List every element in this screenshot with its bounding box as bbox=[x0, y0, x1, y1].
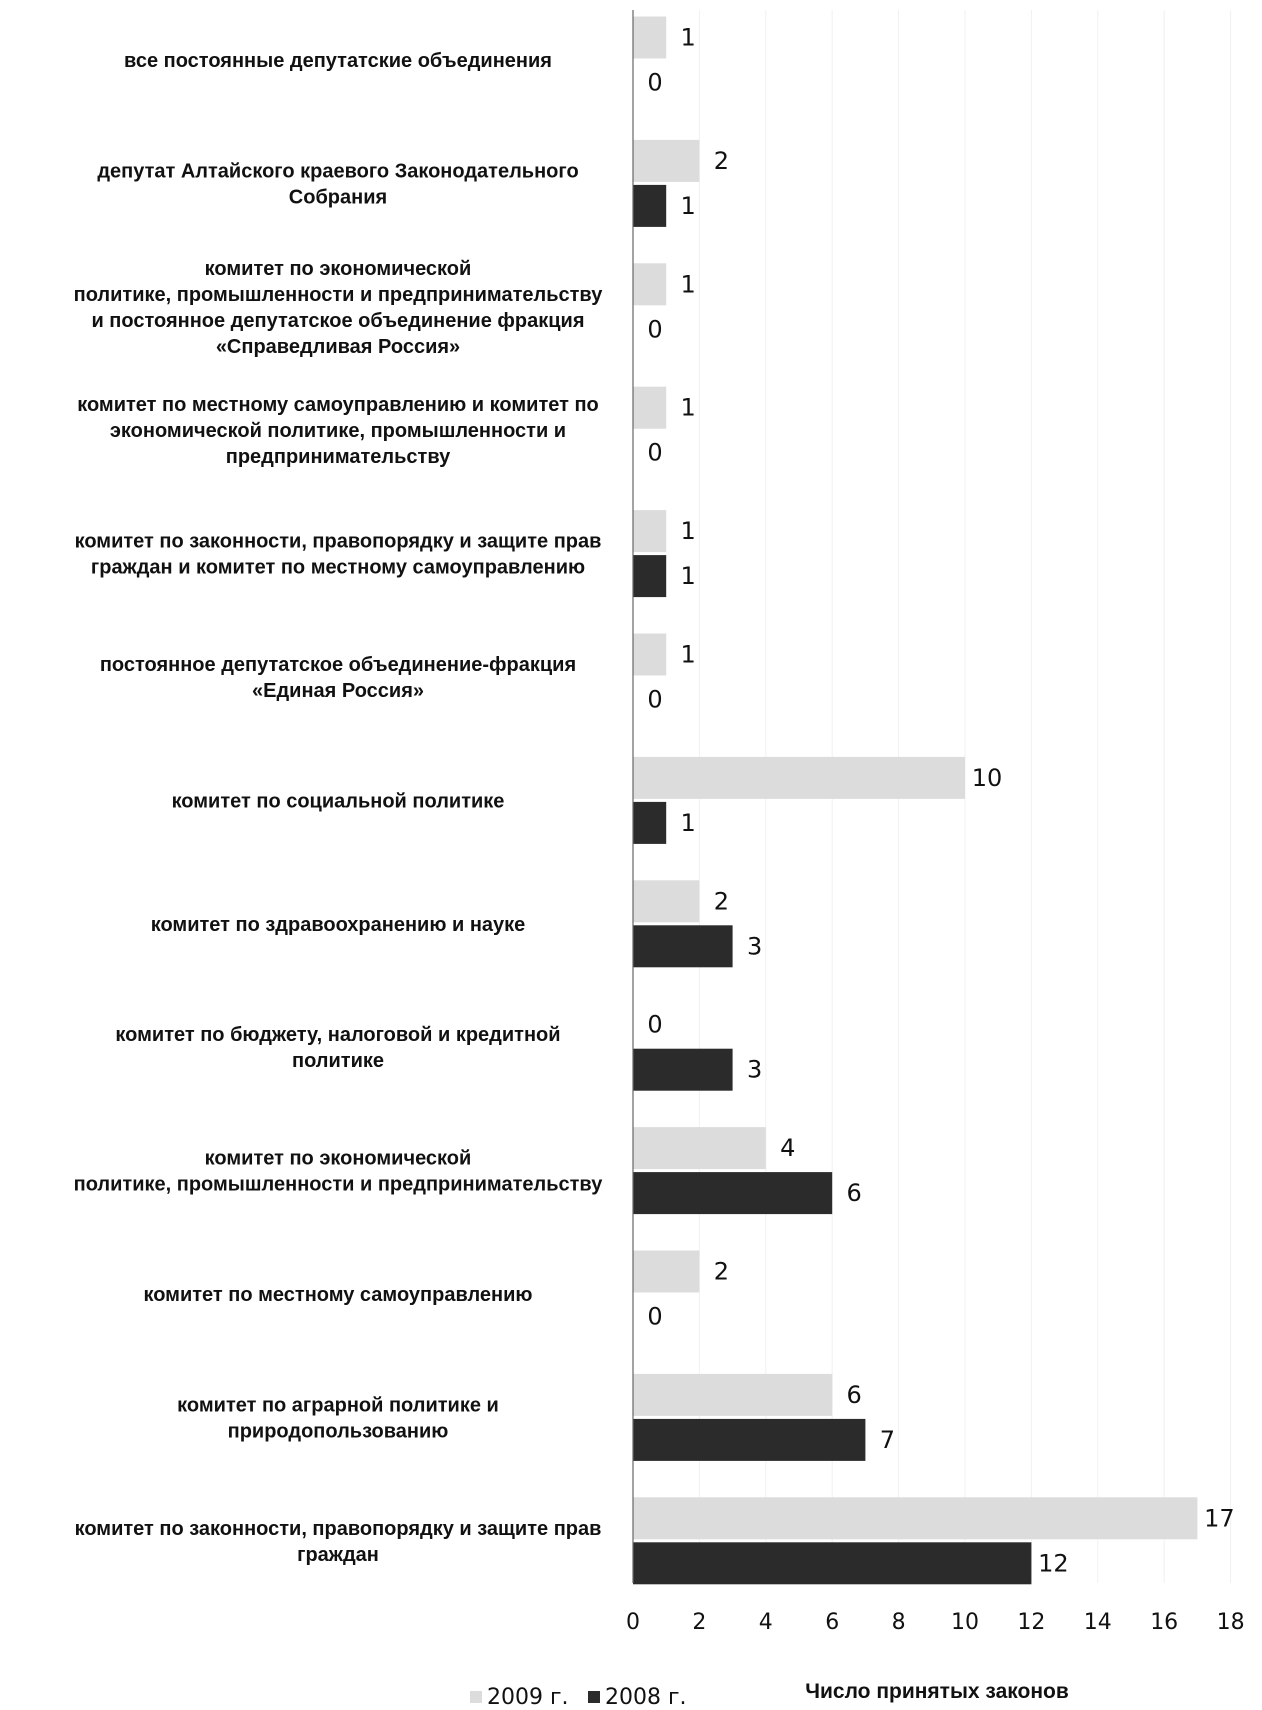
data-label: 1 bbox=[681, 809, 696, 837]
category-label: «Единая Россия» bbox=[252, 680, 424, 702]
data-label: 2 bbox=[714, 147, 729, 175]
data-label: 6 bbox=[847, 1179, 862, 1207]
bar-2008 bbox=[633, 555, 667, 598]
category-label: политике, промышленности и предпринимате… bbox=[74, 284, 604, 306]
category-label: природопользованию bbox=[228, 1420, 449, 1442]
data-label: 0 bbox=[647, 69, 662, 97]
x-tick-label: 12 bbox=[1017, 1610, 1045, 1635]
bar-2009 bbox=[633, 139, 700, 182]
data-label: 10 bbox=[972, 764, 1003, 792]
bar-2009 bbox=[633, 510, 667, 553]
category-label: комитет по законности, правопорядку и за… bbox=[75, 1518, 602, 1540]
x-tick-label: 16 bbox=[1150, 1610, 1178, 1635]
data-label: 1 bbox=[681, 24, 696, 52]
category-label: Собрания bbox=[289, 186, 387, 208]
legend-label: 2009 г. bbox=[487, 1685, 569, 1710]
category-label: предпринимательству bbox=[226, 446, 451, 468]
data-label: 0 bbox=[647, 686, 662, 714]
data-label: 17 bbox=[1204, 1504, 1235, 1532]
bar-2009 bbox=[633, 756, 965, 799]
data-label: 0 bbox=[647, 1011, 662, 1039]
x-tick-label: 14 bbox=[1084, 1610, 1112, 1635]
category-label: комитет по экономической bbox=[205, 258, 472, 280]
bar-2009 bbox=[633, 263, 667, 306]
data-label: 2 bbox=[714, 1258, 729, 1286]
bar-2009 bbox=[633, 633, 667, 676]
category-label: граждан и комитет по местному самоуправл… bbox=[91, 557, 585, 579]
category-label: комитет по аграрной политике и bbox=[177, 1394, 499, 1416]
bar-2008 bbox=[633, 184, 667, 227]
data-label: 12 bbox=[1038, 1549, 1069, 1577]
data-label: 1 bbox=[681, 641, 696, 669]
data-label: 7 bbox=[880, 1426, 895, 1454]
x-tick-label: 10 bbox=[951, 1610, 979, 1635]
category-label: комитет по местному самоуправлению bbox=[143, 1284, 532, 1306]
category-label: постоянное депутатское объединение-фракц… bbox=[100, 654, 576, 676]
legend-swatch-2009 bbox=[470, 1691, 482, 1703]
category-label: комитет по бюджету, налоговой и кредитно… bbox=[115, 1024, 560, 1046]
bar-2008 bbox=[633, 1542, 1032, 1585]
data-label: 0 bbox=[647, 315, 662, 343]
bar-2009 bbox=[633, 16, 667, 59]
x-tick-label: 18 bbox=[1217, 1610, 1245, 1635]
category-label: комитет по социальной политике bbox=[172, 790, 505, 812]
legend: 2009 г. 2008 г. bbox=[470, 1685, 687, 1710]
category-label: «Справедливая Россия» bbox=[216, 336, 460, 358]
legend-swatch-2008 bbox=[588, 1691, 600, 1703]
data-label: 6 bbox=[847, 1381, 862, 1409]
category-label: экономической политике, промышленности и bbox=[110, 420, 566, 442]
category-label: комитет по здравоохранению и науке bbox=[151, 914, 526, 936]
category-labels: все постоянные депутатские объединения де… bbox=[74, 50, 604, 1566]
category-label: депутат Алтайского краевого Законодатель… bbox=[97, 160, 578, 182]
category-label: граждан bbox=[297, 1544, 379, 1566]
category-label: все постоянные депутатские объединения bbox=[124, 50, 552, 72]
bar-2008 bbox=[633, 801, 667, 844]
category-label: политике bbox=[292, 1050, 384, 1072]
data-label: 1 bbox=[681, 517, 696, 545]
x-tick-label: 6 bbox=[825, 1610, 839, 1635]
data-label: 3 bbox=[747, 1056, 762, 1084]
category-label: и постоянное депутатское объединение фра… bbox=[91, 310, 584, 332]
bar-2008 bbox=[633, 925, 733, 968]
data-label: 4 bbox=[780, 1134, 795, 1162]
bars-group bbox=[633, 16, 1198, 1585]
data-label: 0 bbox=[647, 1303, 662, 1331]
x-axis-ticks: 0 2 4 6 8 10 12 14 16 18 bbox=[626, 1610, 1245, 1635]
bar-2009 bbox=[633, 1373, 833, 1416]
category-label: политике, промышленности и предпринимате… bbox=[74, 1174, 604, 1196]
bar-2008 bbox=[633, 1418, 866, 1461]
x-tick-label: 8 bbox=[892, 1610, 906, 1635]
x-tick-label: 0 bbox=[626, 1610, 640, 1635]
data-label: 2 bbox=[714, 887, 729, 915]
bar-2009 bbox=[633, 386, 667, 429]
bar-2009 bbox=[633, 1250, 700, 1293]
data-label: 1 bbox=[681, 394, 696, 422]
bar-2009 bbox=[633, 1127, 766, 1170]
category-label: комитет по местному самоуправлению и ком… bbox=[77, 394, 599, 416]
data-label: 3 bbox=[747, 932, 762, 960]
bar-2009 bbox=[633, 880, 700, 923]
legend-label: 2008 г. bbox=[605, 1685, 687, 1710]
bar-2008 bbox=[633, 1172, 833, 1215]
category-label: комитет по законности, правопорядку и за… bbox=[75, 531, 602, 553]
data-label: 1 bbox=[681, 192, 696, 220]
x-tick-label: 4 bbox=[759, 1610, 773, 1635]
x-axis-title: Число принятых законов bbox=[805, 1680, 1069, 1703]
bar-2008 bbox=[633, 1048, 733, 1091]
data-label: 1 bbox=[681, 562, 696, 590]
data-label: 0 bbox=[647, 439, 662, 467]
bar-2009 bbox=[633, 1497, 1198, 1540]
data-label: 1 bbox=[681, 270, 696, 298]
category-label: комитет по экономической bbox=[205, 1148, 472, 1170]
x-tick-label: 2 bbox=[692, 1610, 706, 1635]
